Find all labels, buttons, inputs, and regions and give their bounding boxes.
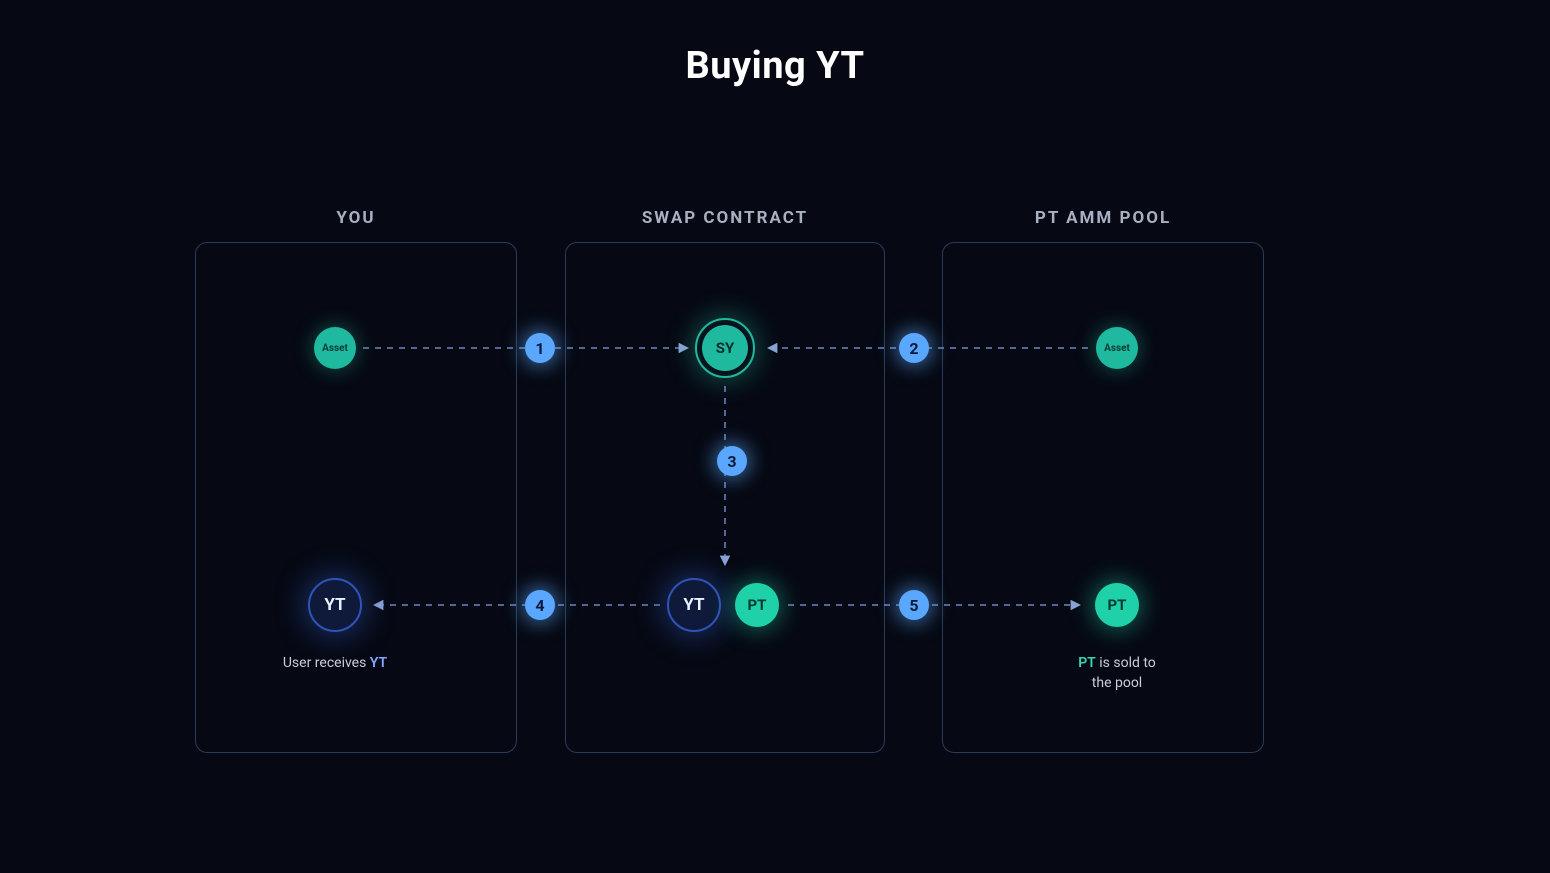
- step-badge-3: 3: [717, 446, 747, 476]
- step-badge-4: 4: [525, 590, 555, 620]
- token-pt-pool: PT: [1095, 583, 1139, 627]
- step-badge-1: 1: [525, 333, 555, 363]
- token-label: PT: [748, 596, 767, 614]
- token-label: YT: [683, 595, 704, 615]
- column-header-pool: PT AMM POOL: [1035, 208, 1171, 228]
- token-pt-swap: PT: [735, 583, 779, 627]
- token-label: SY: [716, 339, 735, 357]
- token-label: Asset: [1104, 343, 1130, 354]
- diagram-title: Buying YT: [685, 44, 864, 88]
- token-yt-swap: YT: [667, 578, 721, 632]
- token-asset-pool: Asset: [1096, 327, 1138, 369]
- step-badge-2: 2: [899, 333, 929, 363]
- token-asset-you: Asset: [314, 327, 356, 369]
- caption-pt-sold-to-pool: PT is sold to the pool: [1078, 654, 1156, 693]
- step-badge-5: 5: [899, 590, 929, 620]
- token-yt-you: YT: [308, 578, 362, 632]
- caption-user-receives-yt: User receives YT: [283, 654, 387, 674]
- token-label: PT: [1108, 596, 1127, 614]
- panel-you: [195, 242, 517, 753]
- token-sy: SY: [695, 318, 755, 378]
- column-header-swap: SWAP CONTRACT: [642, 208, 808, 228]
- column-header-you: YOU: [336, 208, 375, 228]
- token-label: YT: [324, 595, 345, 615]
- token-label: Asset: [322, 343, 348, 354]
